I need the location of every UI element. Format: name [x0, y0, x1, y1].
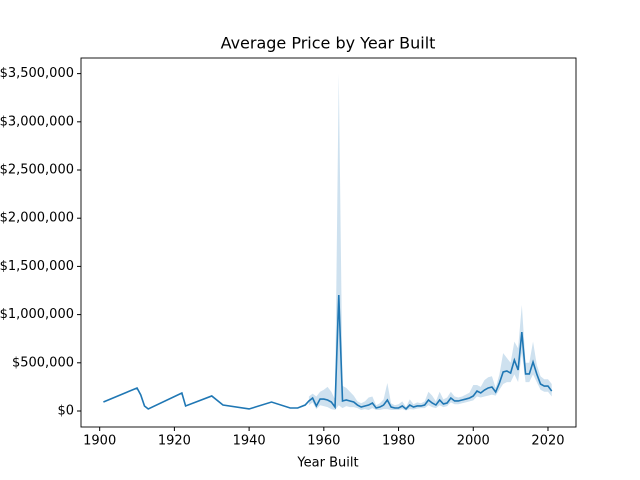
x-tick-label: 1960	[307, 434, 340, 449]
x-tick-label: 2000	[457, 434, 490, 449]
x-axis-label: Year Built	[296, 456, 358, 471]
x-tick-label: 1900	[83, 434, 116, 449]
y-tick-label: $1,000,000	[0, 307, 74, 322]
y-tick-label: $2,500,000	[0, 163, 74, 178]
y-tick-label: $3,500,000	[0, 66, 74, 81]
x-tick-label: 1920	[158, 434, 191, 449]
y-tick-label: $2,000,000	[0, 211, 74, 226]
confidence-band	[308, 73, 552, 411]
x-tick-label: 2020	[531, 434, 564, 449]
x-tick-label: 1940	[233, 434, 266, 449]
chart-title: Average Price by Year Built	[221, 34, 436, 53]
y-tick-label: $1,500,000	[0, 259, 74, 274]
y-tick-label: $0	[57, 403, 74, 418]
line	[103, 295, 553, 411]
y-tick-label: $500,000	[12, 355, 74, 370]
x-tick-label: 1980	[382, 434, 415, 449]
plot-frame	[80, 57, 577, 428]
y-tick-label: $3,000,000	[0, 114, 74, 129]
